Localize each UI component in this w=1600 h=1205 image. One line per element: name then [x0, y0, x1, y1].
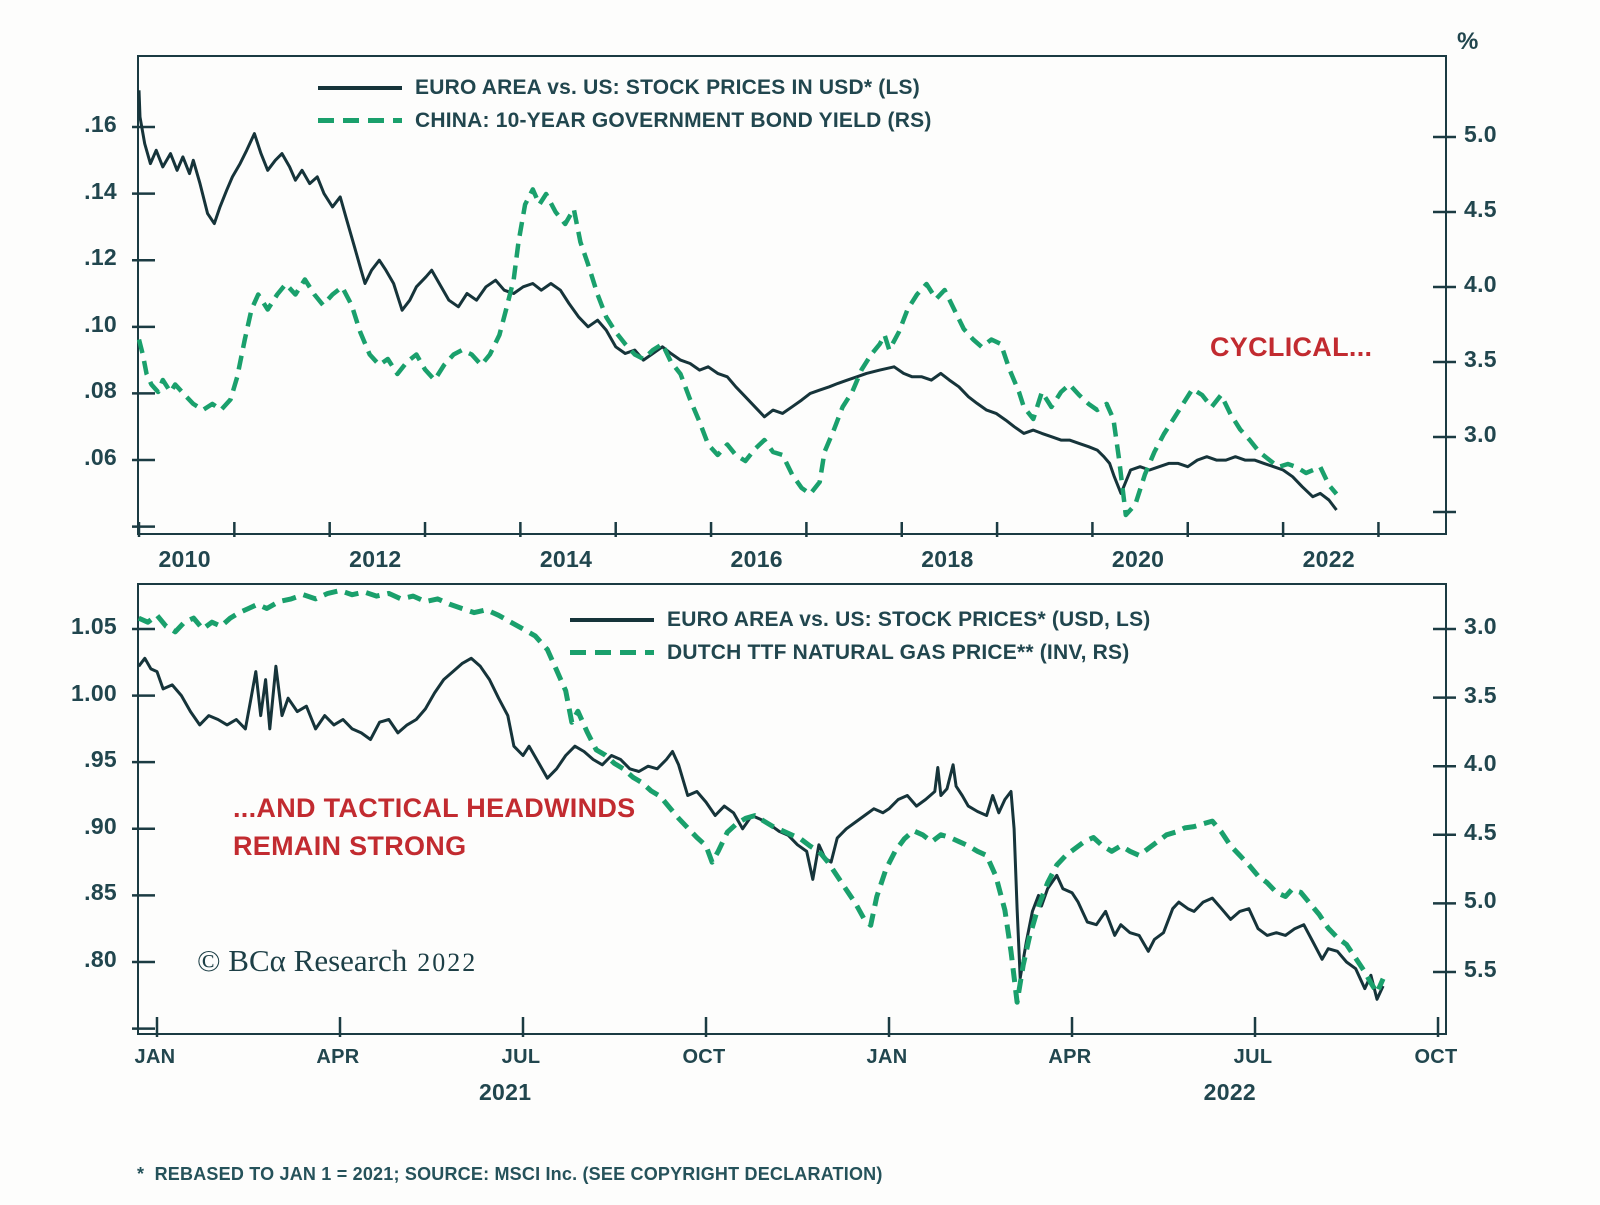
dashed-line-swatch [570, 650, 654, 655]
footnotes: * REBASED TO JAN 1 = 2021; SOURCE: MSCI … [137, 1102, 883, 1205]
axis-tick-label: 5.0 [1464, 120, 1497, 147]
top-panel-canvas [132, 90, 1456, 537]
axis-tick-label: 2010 [158, 546, 211, 572]
bca-research-logo: © BCα Research [197, 943, 408, 978]
axis-tick-label: JUL [1233, 1046, 1273, 1068]
legend-row: EURO AREA vs. US: STOCK PRICES* (USD, LS… [570, 603, 1151, 636]
axis-tick-label: OCT [1414, 1046, 1458, 1068]
axis-tick-label: JAN [866, 1046, 908, 1068]
legend-label: EURO AREA vs. US: STOCK PRICES* (USD, LS… [667, 607, 1151, 631]
axis-tick-label: .16 [84, 110, 117, 137]
axis-tick-label: 5.5 [1464, 955, 1497, 982]
footnote-1: * REBASED TO JAN 1 = 2021; SOURCE: MSCI … [137, 1164, 883, 1184]
copyright-notice: © BCα Research 2022 [197, 943, 477, 979]
legend-label: DUTCH TTF NATURAL GAS PRICE** (INV, RS) [667, 640, 1130, 664]
axis-tick-label: 2016 [730, 546, 783, 572]
axis-tick-label: .90 [84, 812, 117, 839]
axis-tick-label: 2020 [1111, 546, 1165, 572]
bottom-panel-canvas [132, 588, 1456, 1037]
axis-tick-label: 3.5 [1464, 681, 1497, 708]
axis-tick-label: .85 [84, 879, 117, 906]
axis-tick-label: 4.0 [1464, 750, 1497, 777]
top-panel-plot [132, 55, 1456, 537]
annotation-cyclical: CYCLICAL... [1210, 332, 1373, 362]
axis-tick-label: 4.5 [1464, 195, 1497, 222]
solid-line-swatch [318, 85, 402, 90]
dashed-line-swatch [318, 118, 402, 123]
axis-tick-label: 2021 [478, 1079, 532, 1105]
annotation-tactical-headwinds: ...AND TACTICAL HEADWINDS REMAIN STRONG [233, 789, 635, 865]
legend-row: CHINA: 10-YEAR GOVERNMENT BOND YIELD (RS… [318, 104, 932, 137]
right-axis-unit-label: % [1457, 28, 1479, 55]
axis-tick-label: JAN [134, 1046, 176, 1068]
series-solid [137, 90, 1338, 511]
axis-tick-label: 3.0 [1464, 420, 1497, 447]
axis-tick-label: 1.00 [71, 679, 117, 706]
bottom-panel-legend: EURO AREA vs. US: STOCK PRICES* (USD, LS… [570, 603, 1151, 669]
solid-line-swatch [570, 617, 654, 622]
axis-tick-label: 5.0 [1464, 887, 1497, 914]
axis-tick-label: .14 [84, 177, 117, 204]
axis-tick-label: 2014 [539, 546, 593, 572]
axis-tick-label: .95 [84, 746, 117, 773]
top-panel-legend: EURO AREA vs. US: STOCK PRICES IN USD* (… [318, 71, 932, 137]
series-solid [137, 656, 1385, 1001]
axis-tick-label: 2012 [349, 546, 402, 572]
axis-tick-label: 1.05 [71, 612, 117, 639]
series-dashed [136, 187, 1339, 518]
axis-tick-label: 3.5 [1464, 345, 1497, 372]
axis-tick-label: 2018 [921, 546, 974, 572]
legend-row: EURO AREA vs. US: STOCK PRICES IN USD* (… [318, 71, 932, 104]
copyright-year: 2022 [417, 948, 478, 977]
axis-tick-label: JUL [501, 1046, 541, 1068]
annotation-line: ...AND TACTICAL HEADWINDS [233, 793, 636, 823]
axis-tick-label: OCT [682, 1046, 726, 1068]
axis-tick-label: 2022 [1203, 1079, 1257, 1105]
axis-tick-label: .06 [84, 444, 117, 471]
axis-tick-label: 4.0 [1464, 270, 1497, 297]
axis-tick-label: APR [1048, 1046, 1092, 1068]
annotation-line: REMAIN STRONG [233, 831, 467, 861]
axis-tick-label: .12 [84, 244, 117, 271]
legend-label: CHINA: 10-YEAR GOVERNMENT BOND YIELD (RS… [415, 108, 932, 132]
axis-tick-label: 2022 [1302, 546, 1355, 572]
axis-tick-label: 4.5 [1464, 818, 1497, 845]
legend-label: EURO AREA vs. US: STOCK PRICES IN USD* (… [415, 75, 920, 99]
series-dashed [137, 588, 1386, 1005]
axis-tick-label: APR [316, 1046, 360, 1068]
axis-tick-label: 3.0 [1464, 613, 1497, 640]
axis-tick-label: .80 [84, 945, 117, 972]
axis-tick-label: .08 [84, 377, 117, 404]
legend-row: DUTCH TTF NATURAL GAS PRICE** (INV, RS) [570, 636, 1151, 669]
bottom-panel-plot [132, 583, 1456, 1037]
axis-tick-label: .10 [84, 310, 117, 337]
